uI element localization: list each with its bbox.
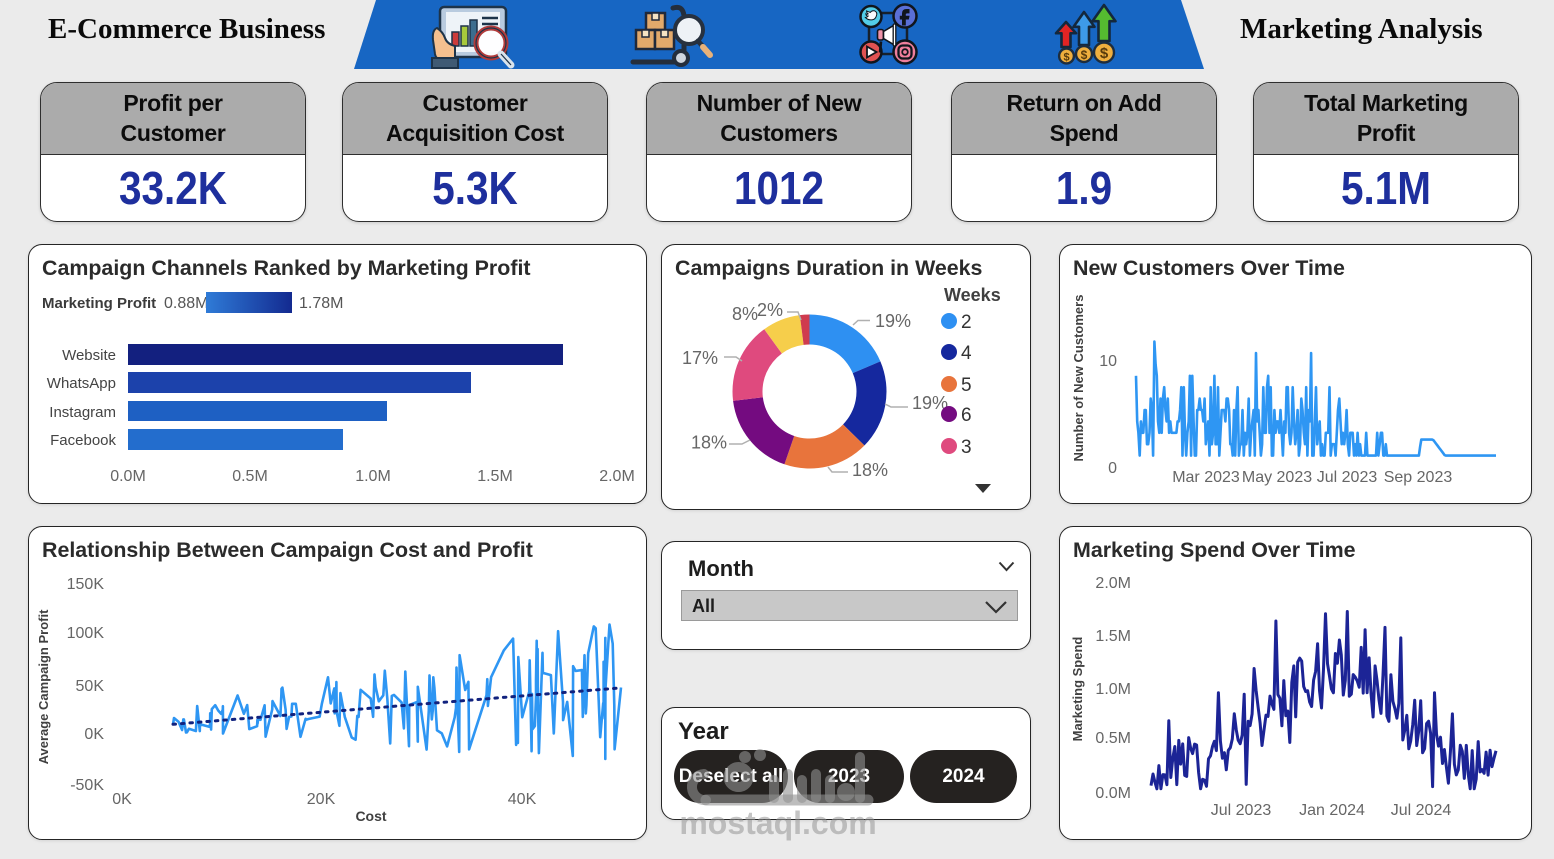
svg-text:0: 0 — [1108, 460, 1117, 477]
svg-text:Jul 2024: Jul 2024 — [1391, 802, 1452, 819]
svg-text:0.5M: 0.5M — [232, 468, 268, 485]
svg-text:150K: 150K — [67, 576, 105, 593]
svg-text:Sep 2023: Sep 2023 — [1384, 469, 1453, 486]
svg-text:1.0M: 1.0M — [1095, 681, 1131, 698]
svg-text:$: $ — [1063, 52, 1069, 64]
svg-text:17%: 17% — [682, 348, 718, 368]
svg-text:40K: 40K — [508, 791, 537, 808]
svg-text:5: 5 — [961, 375, 972, 396]
svg-text:0.88M: 0.88M — [164, 295, 208, 312]
svg-text:Website: Website — [62, 347, 116, 364]
svg-text:Instagram: Instagram — [49, 404, 116, 421]
svg-text:0.0M: 0.0M — [1095, 785, 1131, 802]
svg-text:6: 6 — [961, 405, 972, 426]
svg-text:1.5M: 1.5M — [1095, 628, 1131, 645]
svg-text:0K: 0K — [84, 726, 104, 743]
svg-text:May 2023: May 2023 — [1242, 469, 1312, 486]
svg-text:Facebook: Facebook — [50, 432, 116, 449]
svg-text:1.5M: 1.5M — [477, 468, 513, 485]
svg-text:20K: 20K — [307, 791, 336, 808]
svg-text:Cost: Cost — [355, 808, 386, 824]
svg-text:1.78M: 1.78M — [299, 295, 343, 312]
svg-text:4: 4 — [961, 343, 972, 364]
svg-text:19%: 19% — [875, 311, 911, 331]
svg-text:2.0M: 2.0M — [1095, 575, 1131, 592]
svg-text:0K: 0K — [112, 791, 132, 808]
svg-text:3: 3 — [961, 437, 972, 458]
svg-text:Average Campaign Profit: Average Campaign Profit — [36, 609, 51, 765]
svg-text:Weeks: Weeks — [944, 285, 1001, 305]
svg-text:-50K: -50K — [70, 777, 104, 794]
svg-text:0.5M: 0.5M — [1095, 730, 1131, 747]
svg-text:1.0M: 1.0M — [355, 468, 391, 485]
svg-text:50K: 50K — [76, 678, 105, 695]
svg-text:2: 2 — [961, 312, 972, 333]
svg-text:100K: 100K — [67, 625, 105, 642]
svg-text:18%: 18% — [852, 460, 888, 480]
svg-text:18%: 18% — [691, 433, 727, 453]
svg-text:Jul 2023: Jul 2023 — [1211, 802, 1272, 819]
svg-text:2%: 2% — [757, 300, 783, 320]
svg-text:Mar 2023: Mar 2023 — [1172, 469, 1240, 486]
svg-text:Marketing Spend: Marketing Spend — [1070, 637, 1085, 742]
svg-text:$: $ — [1081, 48, 1088, 62]
svg-text:19%: 19% — [912, 393, 948, 413]
svg-text:WhatsApp: WhatsApp — [47, 375, 116, 392]
svg-text:8%: 8% — [732, 304, 758, 324]
svg-text:Jan 2024: Jan 2024 — [1299, 802, 1365, 819]
svg-text:$: $ — [1100, 45, 1109, 62]
svg-text:Marketing Profit: Marketing Profit — [42, 295, 156, 312]
svg-text:10: 10 — [1099, 353, 1117, 370]
svg-text:2.0M: 2.0M — [599, 468, 635, 485]
svg-text:Jul 2023: Jul 2023 — [1317, 469, 1378, 486]
svg-text:0.0M: 0.0M — [110, 468, 146, 485]
svg-text:Number of New Customers: Number of New Customers — [1071, 295, 1086, 462]
